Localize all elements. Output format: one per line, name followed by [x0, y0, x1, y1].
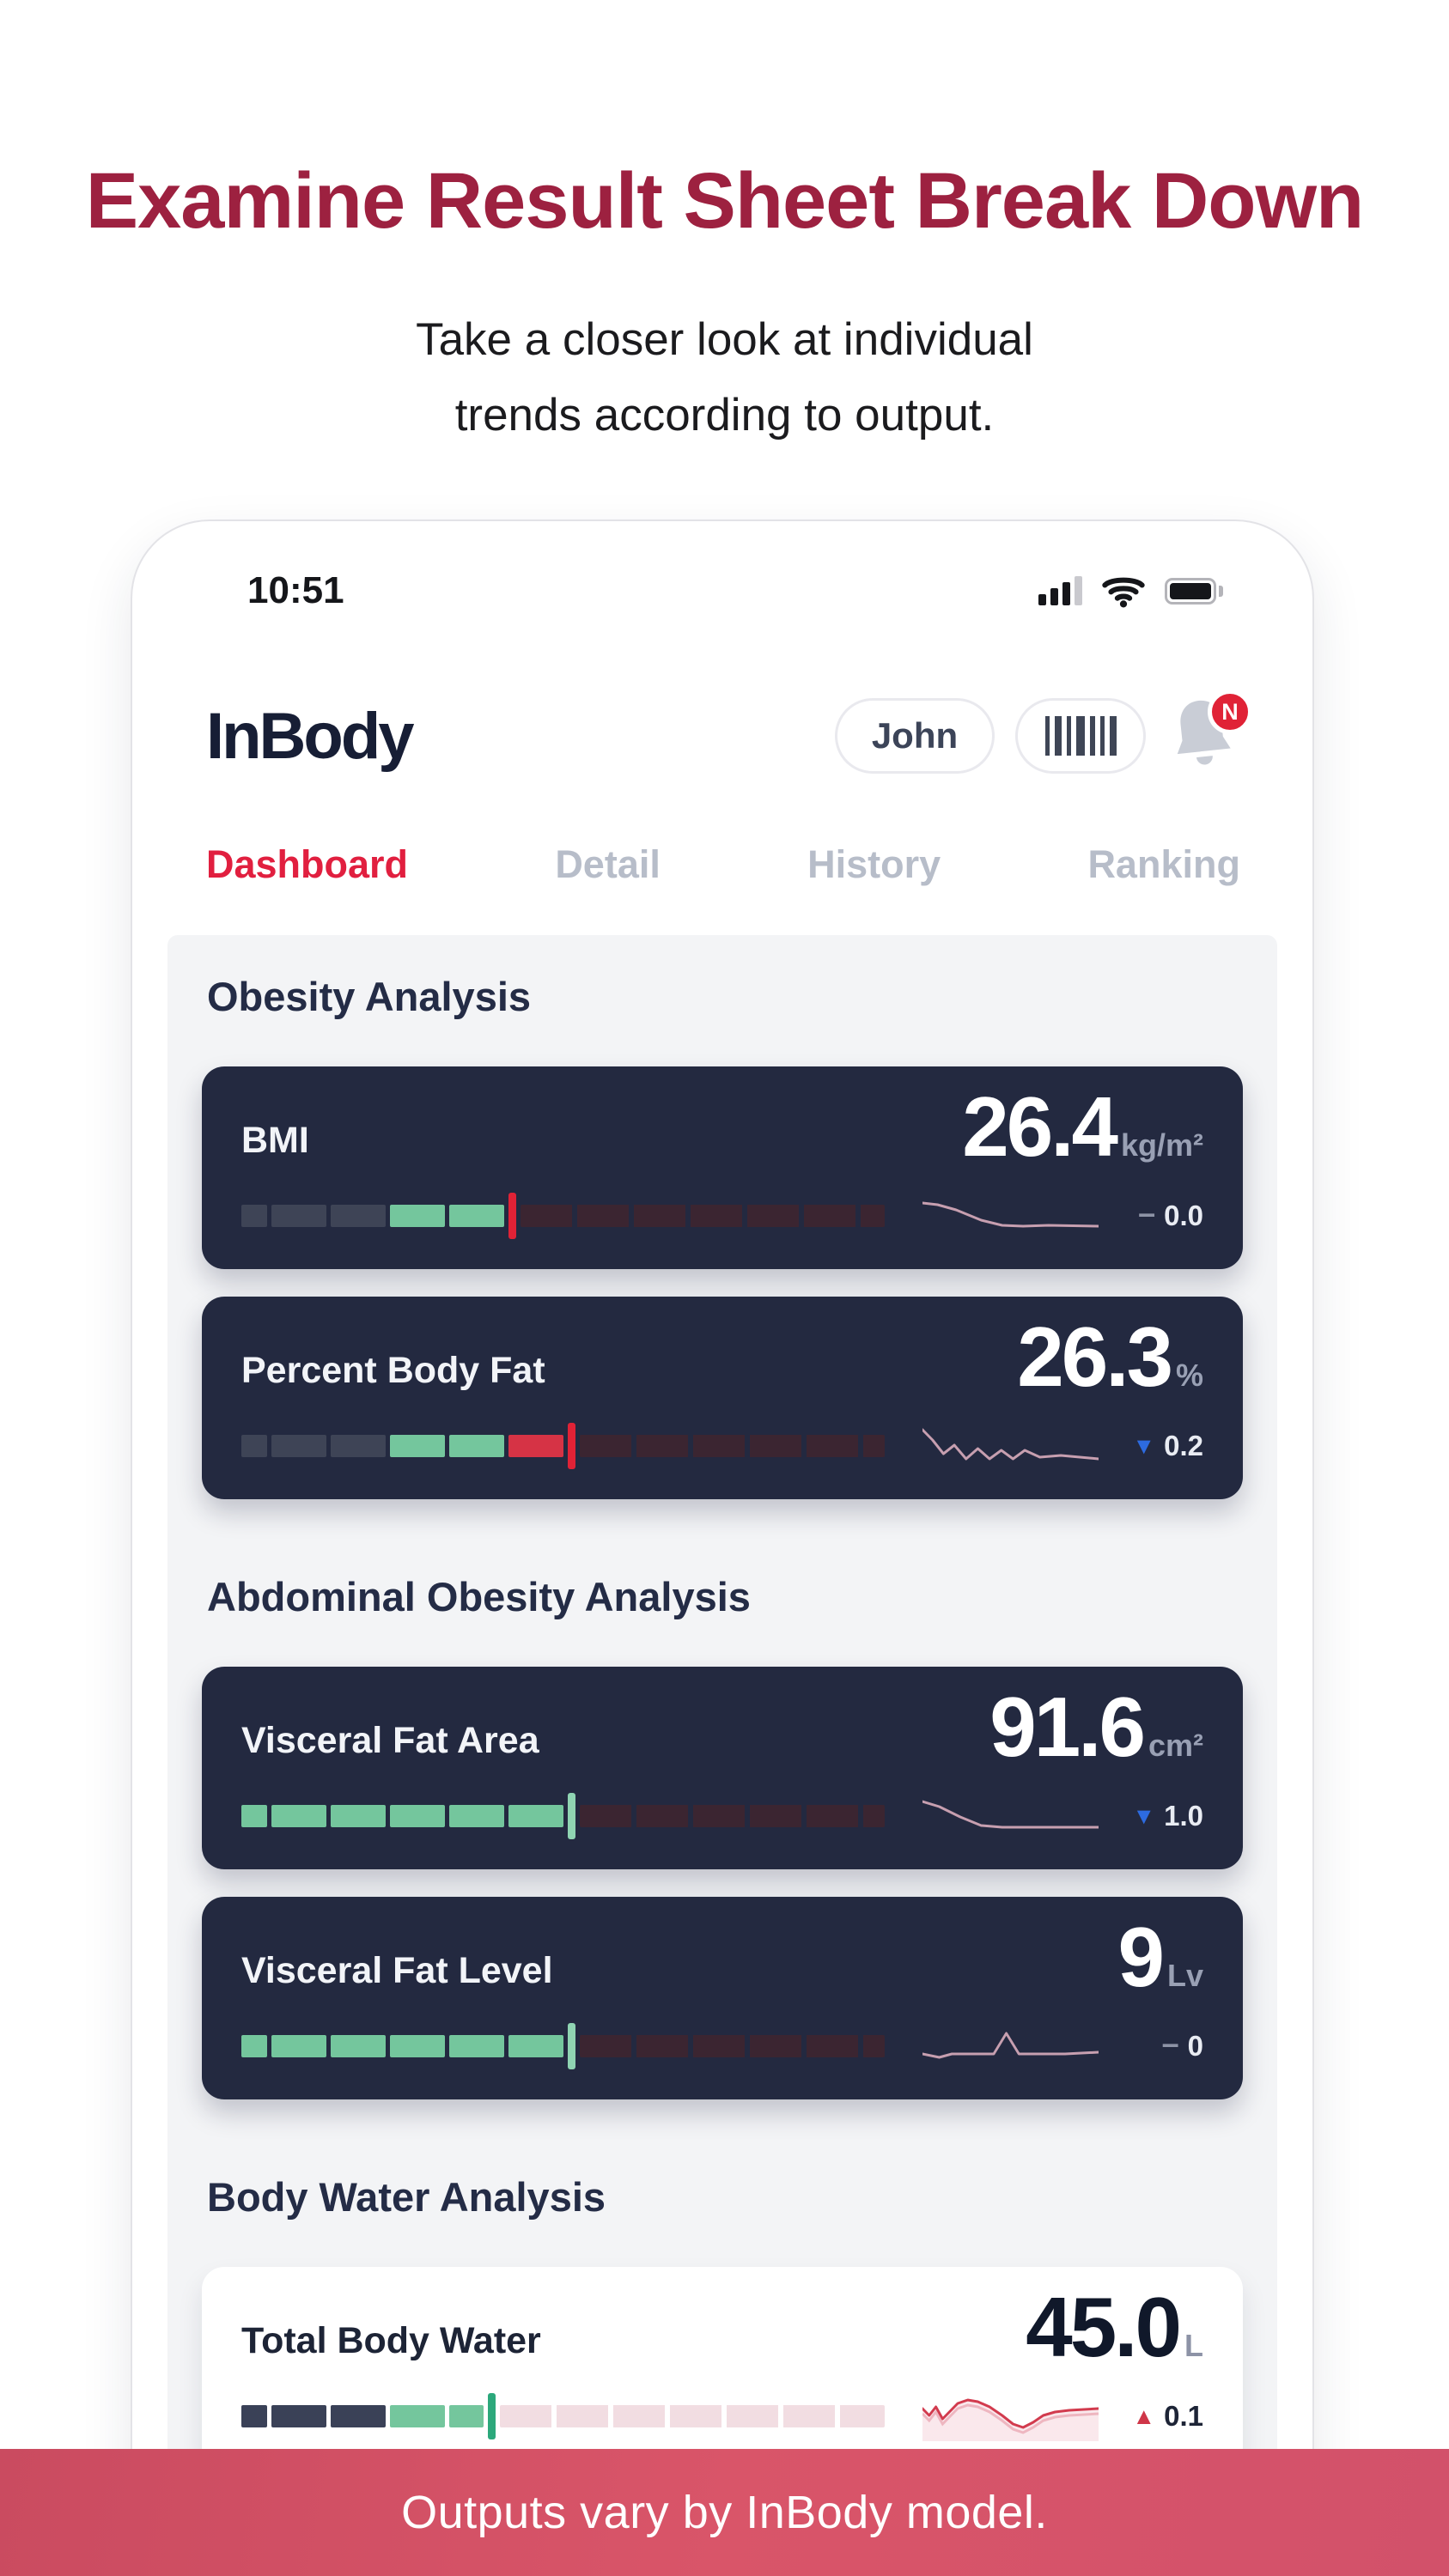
page-subtitle: Take a closer look at individual trends … — [0, 302, 1449, 453]
delta-indicator: ▲ 0.1 — [1132, 2400, 1203, 2432]
metric-label: Visceral Fat Area — [241, 1720, 539, 1761]
tab-ranking[interactable]: Ranking — [1087, 842, 1240, 886]
app-header: InBody John N — [206, 690, 1252, 781]
metric-value: 91.6 cm² — [989, 1680, 1203, 1774]
metric-value: 26.3 % — [1017, 1309, 1203, 1404]
metric-value: 9 Lv — [1117, 1910, 1203, 2004]
metric-card-bmi[interactable]: BMI 26.4 kg/m² – 0.0 — [202, 1066, 1243, 1269]
tab-detail[interactable]: Detail — [555, 842, 661, 886]
section-body-water-analysis: Body Water Analysis Total Body Water 45.… — [202, 2173, 1243, 2470]
notification-bell-button[interactable]: N — [1166, 690, 1252, 779]
metric-label: Percent Body Fat — [241, 1350, 545, 1391]
profile-name: John — [871, 715, 959, 756]
status-bar: 10:51 — [247, 564, 1223, 617]
tab-bar: Dashboard Detail History Ranking — [206, 842, 1240, 887]
delta-down-icon: ▼ — [1132, 1432, 1156, 1459]
header-actions: John N — [835, 690, 1252, 779]
delta-indicator: – 0 — [1161, 2026, 1203, 2063]
metric-label: BMI — [241, 1120, 309, 1161]
trend-sparkline — [922, 1428, 1099, 1461]
tab-history[interactable]: History — [807, 842, 941, 886]
range-bar — [241, 2019, 885, 2074]
dashboard-panel: Obesity Analysis BMI 26.4 kg/m² – 0.0 — [167, 935, 1277, 2573]
notification-badge: N — [1208, 690, 1252, 734]
metric-card-percent-body-fat[interactable]: Percent Body Fat 26.3 % ▼ 0.2 — [202, 1297, 1243, 1499]
footer-text: Outputs vary by InBody model. — [401, 2487, 1048, 2538]
status-icons — [1038, 574, 1223, 608]
metric-card-total-body-water[interactable]: Total Body Water 45.0 L ▲ 0.1 — [202, 2267, 1243, 2470]
phone-mockup: 10:51 InBody John — [131, 519, 1314, 2576]
battery-icon — [1165, 577, 1223, 605]
profile-button[interactable]: John — [835, 698, 995, 774]
metric-value: 45.0 L — [1026, 2280, 1203, 2374]
wifi-icon — [1101, 574, 1146, 608]
trend-sparkline — [922, 2398, 1099, 2441]
page-title: Examine Result Sheet Break Down — [85, 157, 1365, 245]
delta-flat-icon: – — [1138, 1195, 1156, 1230]
range-bar — [241, 2389, 885, 2444]
cellular-signal-icon — [1038, 576, 1082, 605]
range-bar — [241, 1419, 885, 1473]
subtitle-line-1: Take a closer look at individual — [416, 314, 1033, 365]
section-heading: Obesity Analysis — [207, 974, 532, 1019]
barcode-button[interactable] — [1015, 698, 1146, 774]
inbody-logo: InBody — [206, 699, 415, 773]
delta-indicator: – 0.0 — [1138, 1195, 1203, 1232]
section-heading: Body Water Analysis — [207, 2174, 606, 2220]
metric-unit: L — [1184, 2328, 1203, 2363]
metric-unit: kg/m² — [1120, 1127, 1203, 1163]
metric-card-visceral-fat-area[interactable]: Visceral Fat Area 91.6 cm² ▼ 1.0 — [202, 1667, 1243, 1869]
section-abdominal-obesity-analysis: Abdominal Obesity Analysis Visceral Fat … — [202, 1573, 1243, 2099]
footer-banner: Outputs vary by InBody model. — [0, 2449, 1449, 2576]
metric-unit: Lv — [1166, 1958, 1203, 1993]
metric-value: 26.4 kg/m² — [962, 1079, 1203, 1174]
trend-sparkline — [922, 1800, 1099, 1829]
metric-label: Visceral Fat Level — [241, 1950, 553, 1991]
delta-down-icon: ▼ — [1132, 1802, 1156, 1829]
delta-indicator: ▼ 0.2 — [1132, 1430, 1203, 1461]
barcode-icon — [1044, 716, 1117, 756]
status-time: 10:51 — [247, 569, 344, 611]
metric-label: Total Body Water — [241, 2320, 541, 2361]
metric-card-visceral-fat-level[interactable]: Visceral Fat Level 9 Lv – 0 — [202, 1897, 1243, 2099]
metric-unit: cm² — [1148, 1728, 1203, 1763]
trend-sparkline — [922, 1201, 1099, 1228]
tab-dashboard[interactable]: Dashboard — [206, 842, 409, 886]
section-heading: Abdominal Obesity Analysis — [207, 1574, 751, 1619]
trend-sparkline — [922, 2032, 1099, 2059]
delta-flat-icon: – — [1161, 2026, 1179, 2061]
section-obesity-analysis: Obesity Analysis BMI 26.4 kg/m² – 0.0 — [202, 973, 1243, 1499]
range-bar — [241, 1188, 885, 1243]
range-bar — [241, 1789, 885, 1844]
delta-up-icon: ▲ — [1132, 2403, 1156, 2429]
subtitle-line-2: trends according to output. — [454, 390, 995, 440]
metric-unit: % — [1175, 1358, 1203, 1393]
delta-indicator: ▼ 1.0 — [1132, 1800, 1203, 1832]
